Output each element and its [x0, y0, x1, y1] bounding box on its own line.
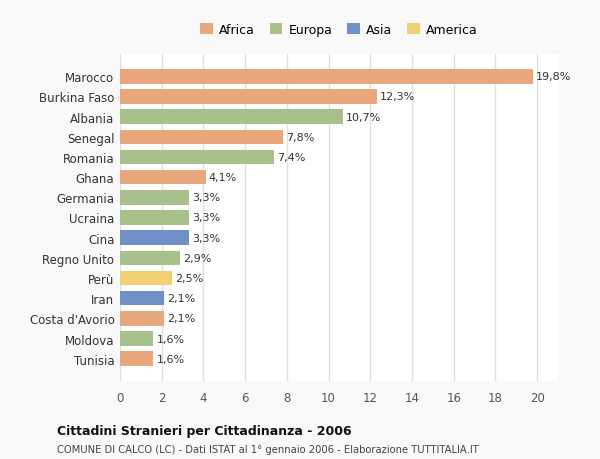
Bar	[120, 130, 283, 145]
Bar	[120, 271, 172, 285]
Bar	[120, 171, 206, 185]
Text: 3,3%: 3,3%	[192, 213, 220, 223]
Bar	[120, 231, 189, 246]
Bar	[120, 352, 154, 366]
Bar	[120, 311, 164, 326]
Text: 3,3%: 3,3%	[192, 193, 220, 203]
Bar	[120, 331, 154, 346]
Text: 1,6%: 1,6%	[157, 334, 185, 344]
Bar	[120, 251, 181, 265]
Text: 1,6%: 1,6%	[157, 354, 185, 364]
Bar	[120, 110, 343, 125]
Bar	[120, 291, 164, 306]
Text: 10,7%: 10,7%	[346, 112, 382, 123]
Text: 3,3%: 3,3%	[192, 233, 220, 243]
Text: 7,8%: 7,8%	[286, 133, 314, 142]
Text: 2,9%: 2,9%	[184, 253, 212, 263]
Bar	[120, 190, 189, 205]
Text: COMUNE DI CALCO (LC) - Dati ISTAT al 1° gennaio 2006 - Elaborazione TUTTITALIA.I: COMUNE DI CALCO (LC) - Dati ISTAT al 1° …	[57, 444, 479, 454]
Bar	[120, 70, 533, 84]
Bar	[120, 90, 377, 105]
Text: 2,5%: 2,5%	[175, 274, 203, 283]
Text: 2,1%: 2,1%	[167, 313, 195, 324]
Text: Cittadini Stranieri per Cittadinanza - 2006: Cittadini Stranieri per Cittadinanza - 2…	[57, 425, 352, 437]
Bar	[120, 151, 274, 165]
Text: 4,1%: 4,1%	[209, 173, 237, 183]
Bar	[120, 211, 189, 225]
Text: 12,3%: 12,3%	[380, 92, 415, 102]
Text: 7,4%: 7,4%	[277, 153, 306, 162]
Text: 19,8%: 19,8%	[536, 72, 571, 82]
Legend: Africa, Europa, Asia, America: Africa, Europa, Asia, America	[195, 19, 483, 42]
Text: 2,1%: 2,1%	[167, 294, 195, 303]
